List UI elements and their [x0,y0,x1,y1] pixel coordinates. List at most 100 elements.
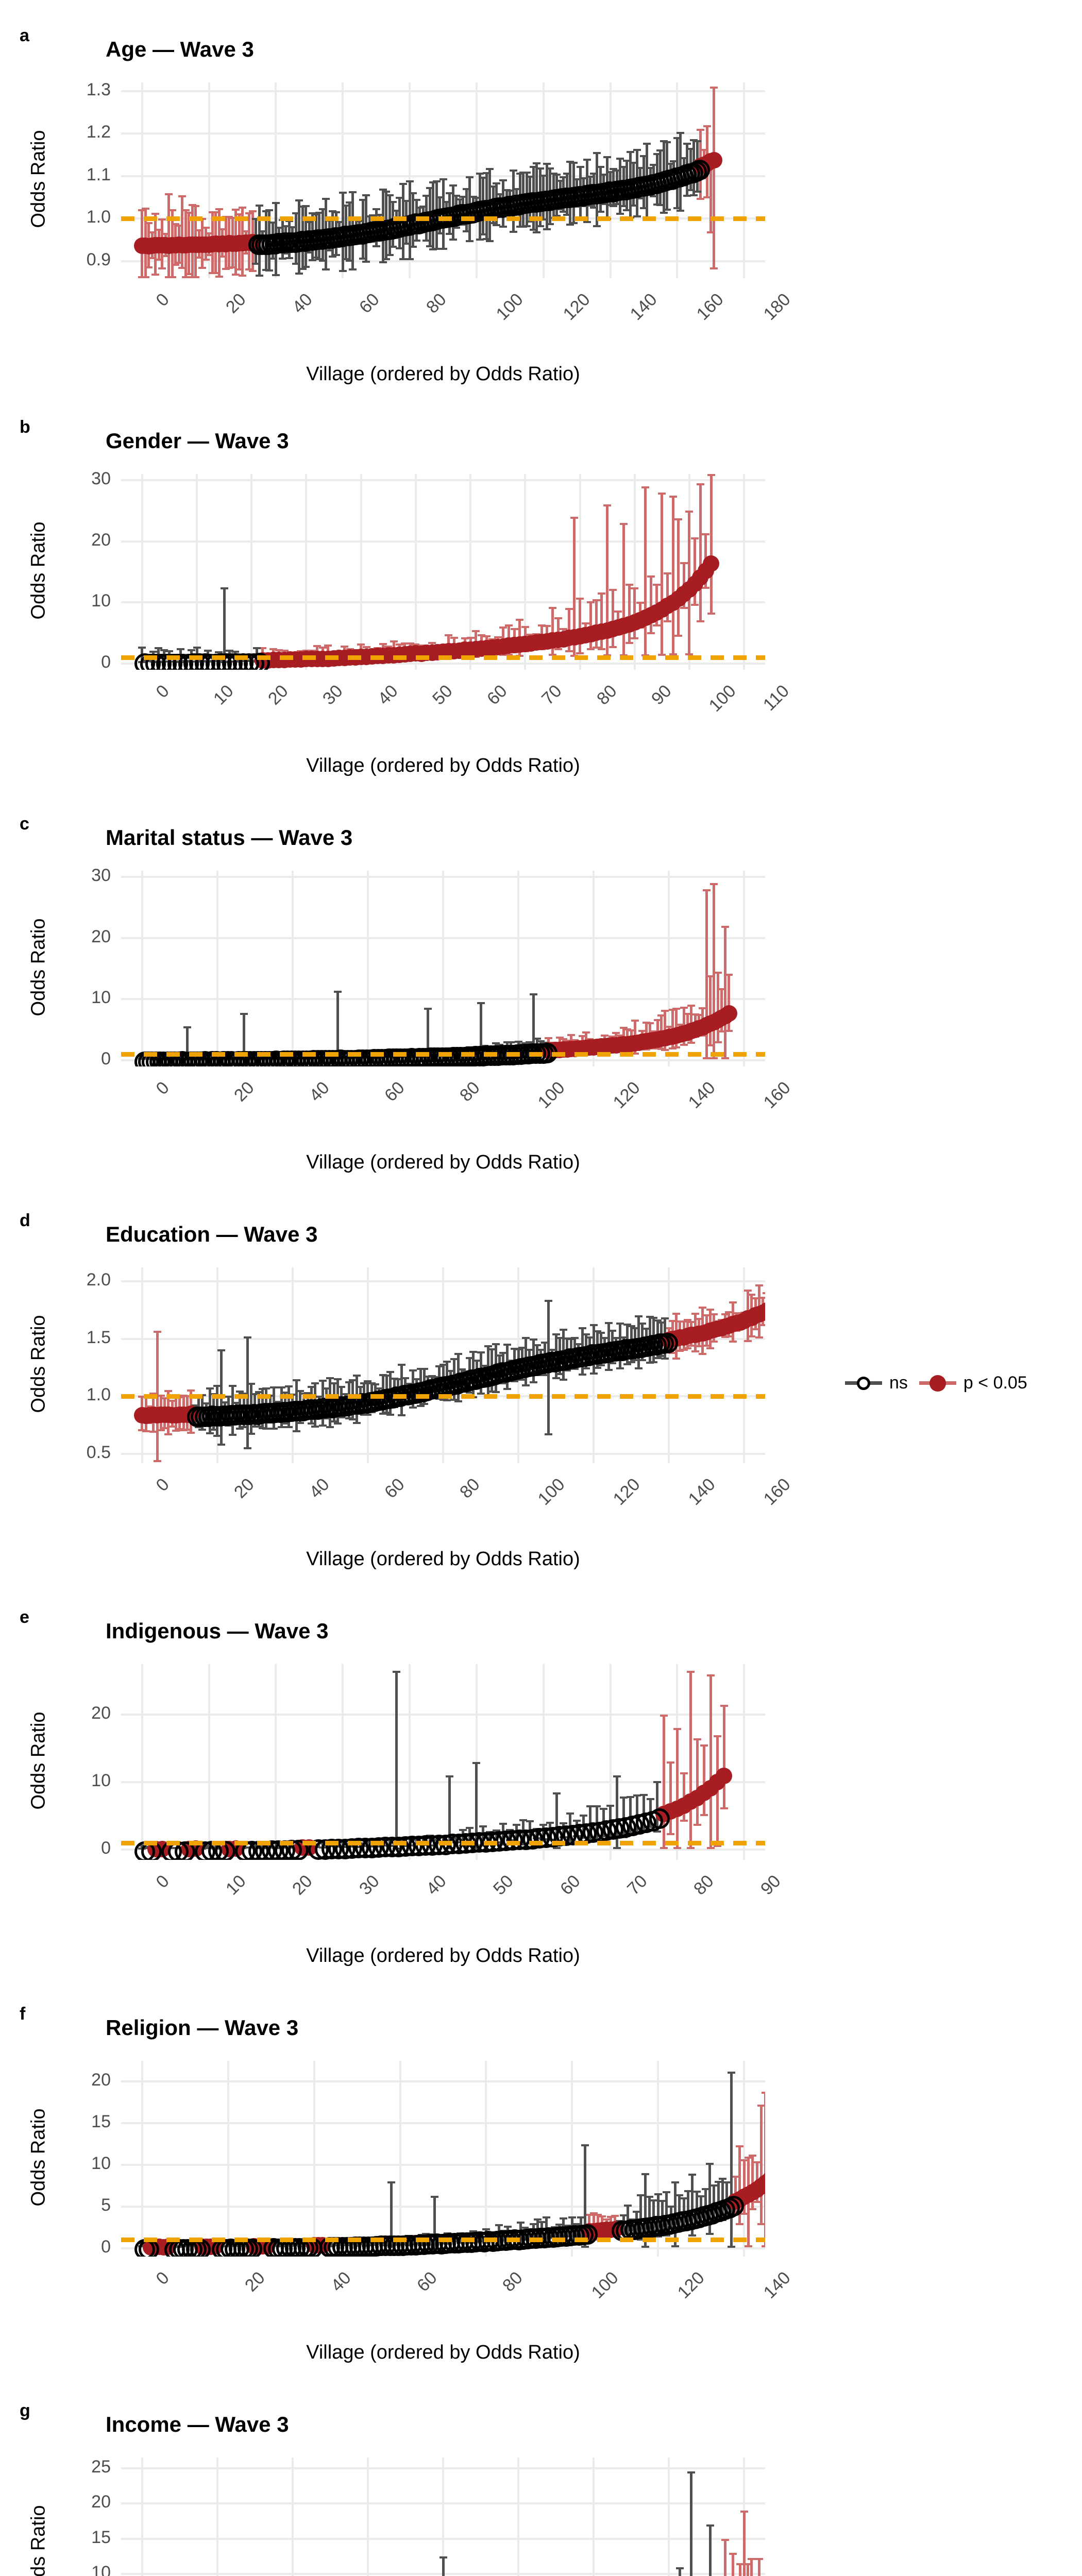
error-bar-cap [706,1347,714,1349]
x-tick-label: 90 [647,681,675,709]
error-bar-cap [365,215,374,217]
error-bar-cap [422,2232,430,2235]
error-bar-cap [672,1046,681,1049]
error-bar-cap [259,230,267,232]
error-bar-cap [691,1313,699,1315]
error-bar-cap [706,1308,714,1311]
x-tick-label: 40 [289,290,317,317]
error-bar-cap [586,1805,595,1807]
error-bar-cap [639,1793,648,1796]
plot-area-a [121,82,765,278]
error-bar-cap [157,1429,165,1431]
gridline-vertical [743,871,746,1066]
error-bar-cap [428,641,436,644]
panel-label-a: a [20,26,29,45]
error-bar-cap [684,1318,692,1321]
gridline-vertical [668,1267,670,1463]
x-tick-label: 60 [413,2268,441,2296]
error-bar-cap [302,266,310,268]
error-bar-cap [757,2223,765,2226]
error-bar-cap [534,2218,542,2221]
error-bar [714,972,722,1043]
error-bar-cap [255,274,263,277]
error-bar-cap [236,1390,244,1393]
error-bar-cap [727,2072,735,2074]
error-bar-cap [334,1378,342,1381]
error-bar-cap [654,2235,662,2238]
error-bar-cap [703,196,712,198]
error-bar-cap [341,645,349,648]
error-bar-cap [566,1812,574,1815]
error-bar-cap [164,1390,173,1393]
error-bar-cap [657,1354,665,1357]
error-bar-cap [533,231,541,233]
error-bar-cap [583,159,591,161]
legend-item-ns[interactable]: ns [845,1373,908,1393]
error-bar-cap [606,1805,614,1807]
error-bar-cap [624,2205,632,2207]
error-bar-cap [673,207,681,210]
error-bar-cap [323,1417,331,1420]
error-bar-cap [633,1794,641,1797]
y-axis-label-b: Odds Ratio [27,521,49,620]
error-bar-cap [235,268,243,270]
error-bar-cap [729,1301,737,1304]
error-bar-cap [680,1819,688,1822]
panel-title-b: Gender — Wave 3 [106,429,289,453]
error-bar-cap [202,1402,210,1404]
error-bar-cap [687,1004,696,1007]
panel-f: f Religion — Wave 3 Odds Ratio Village (ord… [0,1994,1082,2375]
error-bar-cap [390,640,398,643]
error-bar-cap [680,1348,688,1351]
error-bar-cap [553,215,561,217]
error-bar-cap [479,1825,487,1828]
x-tick-label: 110 [759,681,793,715]
x-tick-label: 20 [230,1078,258,1106]
error-bar-cap [587,601,595,603]
error-bar-cap [552,1333,560,1336]
error-bar-cap [431,1376,439,1378]
error-bar-cap [616,1322,624,1325]
plot-canvas-f [121,2061,765,2257]
error-bar-cap [587,648,595,650]
error-bar-cap [729,1340,737,1343]
error-bar [439,2556,447,2576]
error-bar-cap [342,258,350,260]
error-bar-cap [611,2215,619,2217]
gridline-vertical [313,2061,315,2257]
error-bar-cap [516,173,524,175]
error-bar-cap [543,163,551,165]
error-bar-cap [650,163,658,166]
error-bar-cap [405,1382,413,1385]
error-bar-cap [706,231,715,234]
error-bar-cap [268,258,277,260]
gridline-horizontal [121,132,765,135]
error-bar-cap [305,251,313,254]
legend-item-sig[interactable]: p < 0.05 [919,1373,1027,1393]
error-bar-cap [522,171,531,174]
error-bar-cap [220,587,228,589]
error-bar-cap [269,1427,278,1430]
error-bar-cap [700,149,708,151]
error-bar-cap [616,157,624,160]
error-bar-cap [292,262,300,265]
error-bar-cap [603,504,612,507]
error-bar-cap [650,2199,658,2202]
error-bar-cap [175,224,183,227]
error-bar-cap [240,1426,248,1428]
error-bar-cap [161,1427,169,1429]
error-bar [702,889,711,1059]
error-bar-cap [387,2181,396,2184]
error-bar-cap [461,637,469,640]
error-bar-cap [686,1671,695,1673]
error-bar-cap [161,255,170,257]
error-bar-cap [194,1426,202,1429]
error-bar-cap [215,208,223,211]
error-bar-cap [560,2217,568,2219]
error-bar-cap [272,202,280,205]
gridline-vertical [275,82,277,278]
error-bar-cap [149,1393,158,1395]
error-bar-cap [382,190,391,193]
error-bar-cap [489,185,497,188]
